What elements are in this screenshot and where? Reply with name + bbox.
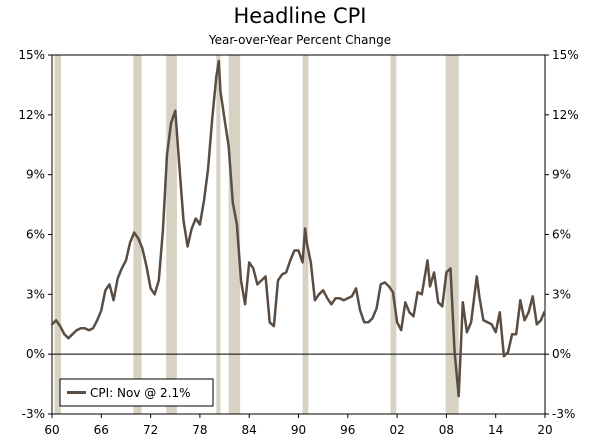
recession-band — [166, 55, 177, 414]
y-tick-label-right: -3% — [552, 407, 575, 421]
x-tick-label: 84 — [242, 423, 257, 437]
chart-subtitle: Year-over-Year Percent Change — [208, 33, 392, 47]
x-tick-label: 60 — [44, 423, 59, 437]
y-tick-label-left: 9% — [26, 168, 45, 182]
recession-band — [216, 55, 221, 414]
y-tick-label-left: 12% — [18, 108, 45, 122]
y-tick-label-right: 9% — [552, 168, 571, 182]
recession-band — [54, 55, 62, 414]
axes: -3% -3% 0% 0% 3% 3% 6% 6% 9% 9% 12% 12% 15% 15% 60 66 72… — [18, 48, 578, 437]
y-tick-label-left: 0% — [26, 347, 45, 361]
y-tick-label-left: -3% — [22, 407, 45, 421]
cpi-series-line — [50, 59, 546, 398]
recession-bands — [54, 55, 459, 414]
x-tick-label: 20 — [537, 423, 552, 437]
y-tick-label-right: 3% — [552, 287, 571, 301]
recession-band — [445, 55, 459, 414]
y-tick-label-right: 0% — [552, 347, 571, 361]
x-tick-label: 90 — [291, 423, 306, 437]
x-tick-label: 08 — [439, 423, 454, 437]
recession-band — [390, 55, 397, 414]
x-tick-label: 66 — [94, 423, 109, 437]
plot-frame — [51, 54, 546, 415]
y-tick-label-left: 6% — [26, 228, 45, 242]
recession-band — [133, 55, 142, 414]
legend: CPI: Nov @ 2.1% — [59, 378, 214, 407]
x-tick-label: 72 — [143, 423, 158, 437]
y-tick-label-right: 6% — [552, 228, 571, 242]
y-tick-label-right: 15% — [552, 48, 579, 62]
x-tick-label: 02 — [389, 423, 404, 437]
y-tick-label-left: 3% — [26, 287, 45, 301]
y-tick-label-right: 12% — [552, 108, 579, 122]
x-tick-label: 78 — [192, 423, 207, 437]
recession-band — [228, 55, 241, 414]
chart-title: Headline CPI — [233, 4, 367, 28]
x-tick-label: 96 — [340, 423, 355, 437]
y-tick-label-left: 15% — [18, 48, 45, 62]
series-layer — [50, 59, 546, 398]
x-tick-label: 14 — [488, 423, 503, 437]
legend-label: CPI: Nov @ 2.1% — [90, 386, 191, 400]
